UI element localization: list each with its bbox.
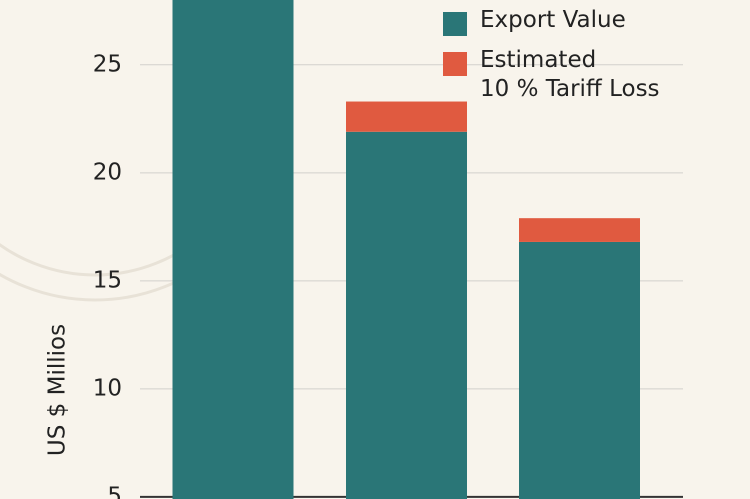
bar-segment (346, 131, 467, 499)
legend: Export Value Estimated 10 % Tariff Loss (443, 6, 660, 114)
y-tick-label: 15 (93, 267, 122, 293)
bar-segment (519, 241, 640, 499)
y-tick-label: 10 (93, 375, 122, 401)
legend-item: Export Value (443, 6, 660, 36)
legend-label: Estimated 10 % Tariff Loss (480, 47, 660, 102)
y-tick-label: 5 (107, 483, 122, 499)
y-tick-label: 25 (93, 51, 122, 77)
legend-item: Estimated 10 % Tariff Loss (443, 46, 660, 104)
y-tick-label: 20 (93, 159, 122, 185)
bar-segment (346, 101, 467, 132)
bar-segment (172, 0, 294, 499)
legend-label: Export Value (480, 7, 626, 33)
y-axis-label: US $ Millios (45, 324, 71, 456)
legend-swatch (443, 12, 467, 36)
legend-swatch (443, 52, 467, 76)
bar-segment (519, 218, 640, 242)
